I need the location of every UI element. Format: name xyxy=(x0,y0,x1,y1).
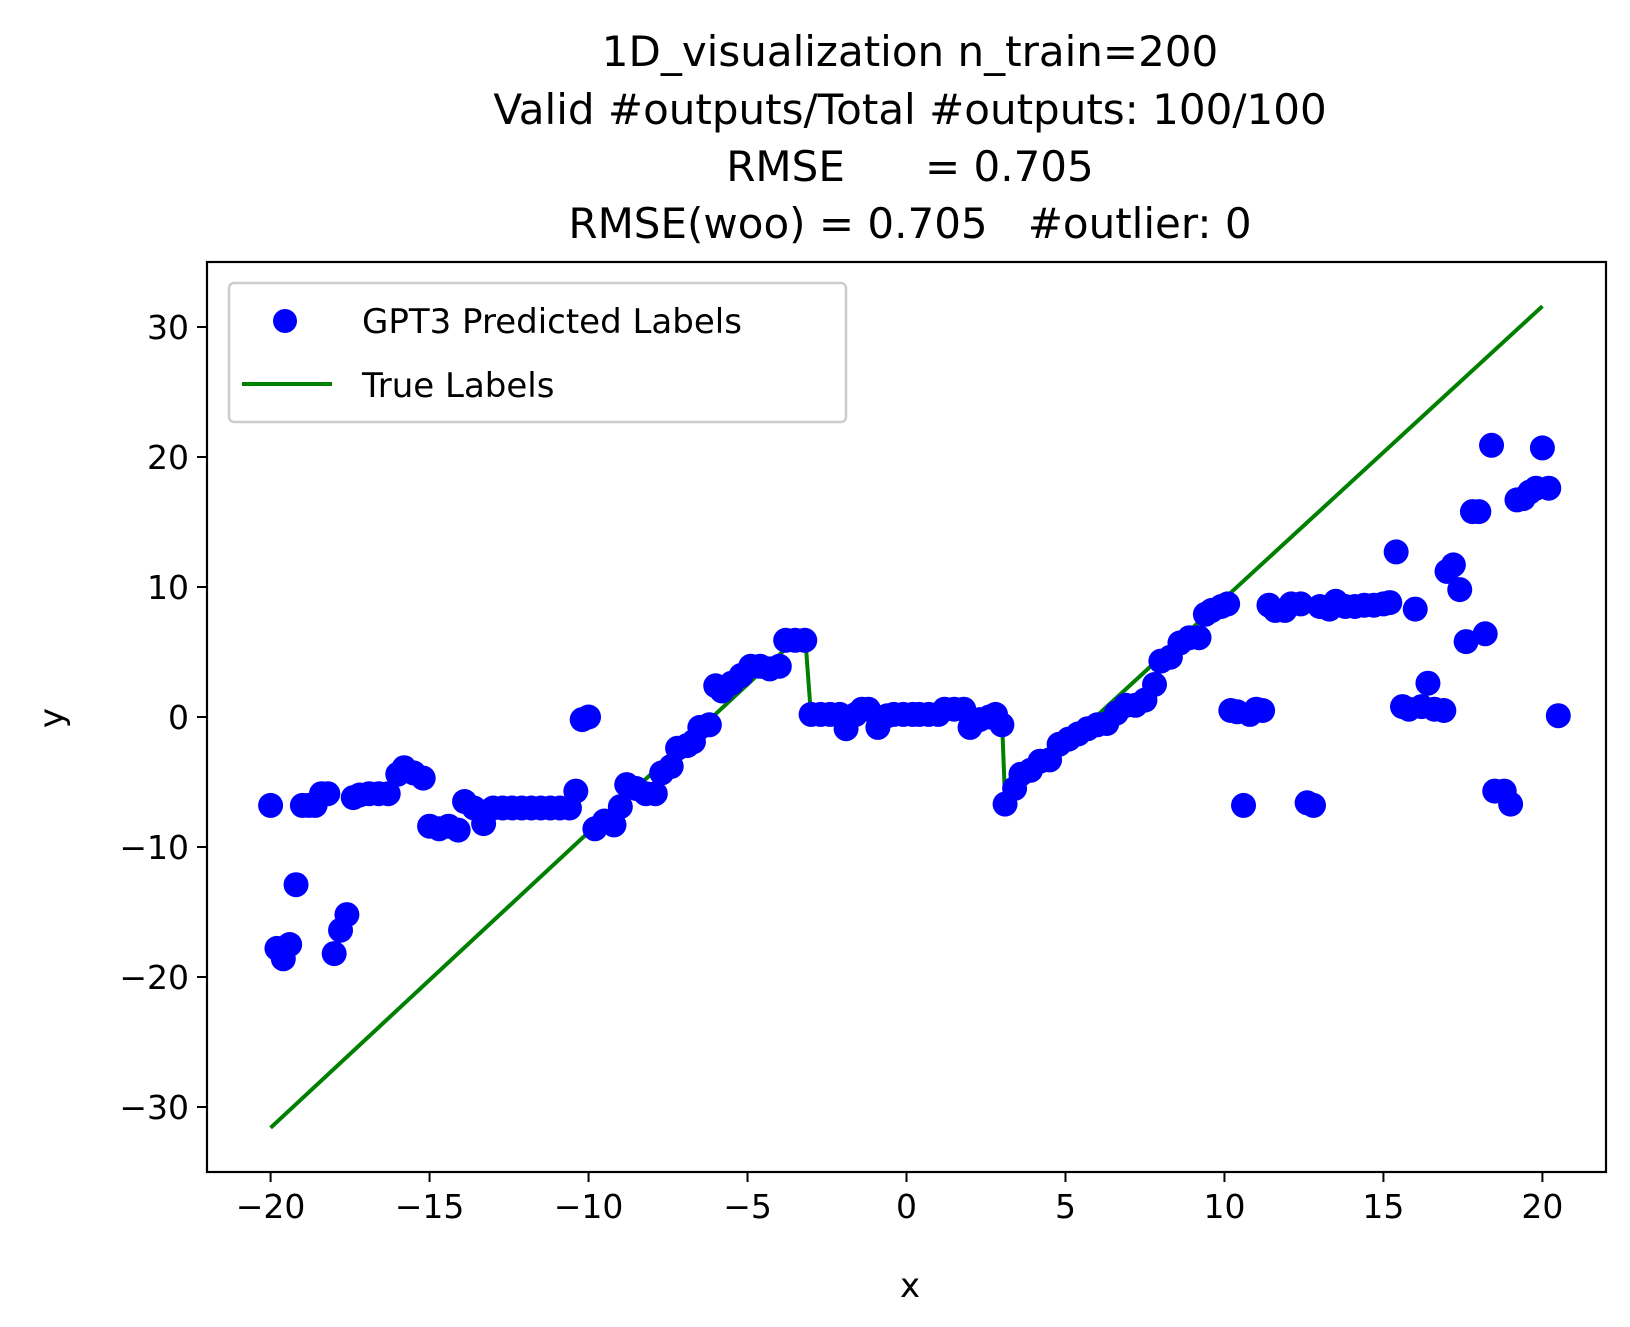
legend-label-predicted: GPT3 Predicted Labels xyxy=(362,302,742,342)
axes: −20 −15 −10 −5 0 5 10 15 20 −30 −20 −10 0 10 20 30 xyxy=(119,260,1608,1226)
predicted-point-90 xyxy=(989,712,1015,738)
x-tick-label: 15 xyxy=(1362,1187,1404,1226)
title-line-2: Valid #outputs/Total #outputs: 100/100 xyxy=(493,85,1326,134)
y-tick-label: 0 xyxy=(168,698,189,737)
predicted-point-9 xyxy=(315,781,341,807)
predicted-point-153 xyxy=(1472,621,1498,647)
predicted-point-138 xyxy=(1377,590,1403,616)
predicted-point-157 xyxy=(1498,791,1524,817)
predicted-point-17 xyxy=(375,781,401,807)
x-tick-label: −5 xyxy=(723,1187,772,1226)
predicted-point-144 xyxy=(1415,670,1441,696)
predicted-point-127 xyxy=(1288,591,1314,617)
x-tick-label: 10 xyxy=(1203,1187,1245,1226)
predicted-point-44 xyxy=(607,794,633,820)
predicted-point-142 xyxy=(1402,596,1428,622)
predicted-point-154 xyxy=(1479,432,1505,458)
predicted-point-3 xyxy=(277,932,303,957)
x-tick-label: 0 xyxy=(896,1187,917,1226)
predicted-point-116 xyxy=(1215,591,1241,617)
title-line-3: RMSE = 0.705 xyxy=(726,142,1094,191)
chart-title: 1D_visualization n_train=200 Valid #outp… xyxy=(493,27,1326,248)
predicted-point-38 xyxy=(563,778,589,804)
predicted-points-layer xyxy=(258,432,1571,972)
predicted-point-112 xyxy=(1186,625,1212,651)
x-tick-label: −20 xyxy=(236,1187,306,1226)
predicted-point-164 xyxy=(1545,703,1571,729)
y-tick-label: −20 xyxy=(119,958,189,997)
y-tick-label: 30 xyxy=(147,308,189,347)
predicted-point-21 xyxy=(410,765,436,791)
predicted-point-146 xyxy=(1431,698,1457,723)
predicted-point-66 xyxy=(792,627,818,653)
x-tick-label: −15 xyxy=(395,1187,465,1226)
legend-label-true: True Labels xyxy=(361,366,554,406)
predicted-point-10 xyxy=(321,941,347,967)
predicted-point-152 xyxy=(1466,499,1492,525)
x-axis-label: x xyxy=(900,1266,920,1306)
legend-frame xyxy=(227,281,848,424)
predicted-point-150 xyxy=(1453,629,1479,655)
title-line-1: 1D_visualization n_train=200 xyxy=(602,27,1219,76)
predicted-point-63 xyxy=(766,653,792,679)
x-tick-label: 5 xyxy=(1055,1187,1076,1226)
predicted-point-0 xyxy=(258,792,284,818)
predicted-point-119 xyxy=(1231,792,1257,818)
y-tick-label: 10 xyxy=(147,568,189,607)
predicted-point-129 xyxy=(1300,792,1326,818)
predicted-point-122 xyxy=(1250,698,1276,723)
predicted-point-162 xyxy=(1529,435,1555,461)
predicted-point-149 xyxy=(1447,577,1473,603)
predicted-point-163 xyxy=(1536,475,1562,501)
x-tick-label: −10 xyxy=(554,1187,624,1226)
y-tick-label: −10 xyxy=(119,828,189,867)
legend: GPT3 Predicted Labels True Labels xyxy=(227,281,848,424)
predicted-point-40 xyxy=(576,704,602,730)
predicted-point-48 xyxy=(642,781,668,807)
predicted-point-139 xyxy=(1383,539,1409,565)
predicted-point-4 xyxy=(283,872,309,898)
predicted-point-12 xyxy=(334,902,360,928)
y-tick-label: −30 xyxy=(119,1088,189,1127)
predicted-point-55 xyxy=(696,712,722,738)
title-line-4: RMSE(woo) = 0.705 #outlier: 0 xyxy=(568,199,1251,248)
predicted-point-107 xyxy=(1142,672,1168,697)
predicted-point-25 xyxy=(445,817,471,843)
x-tick-label: 20 xyxy=(1521,1187,1563,1226)
y-tick-label: 20 xyxy=(147,438,189,477)
y-axis-label: y xyxy=(32,708,72,728)
predicted-point-148 xyxy=(1440,552,1466,578)
legend-scatter-swatch xyxy=(273,309,297,333)
